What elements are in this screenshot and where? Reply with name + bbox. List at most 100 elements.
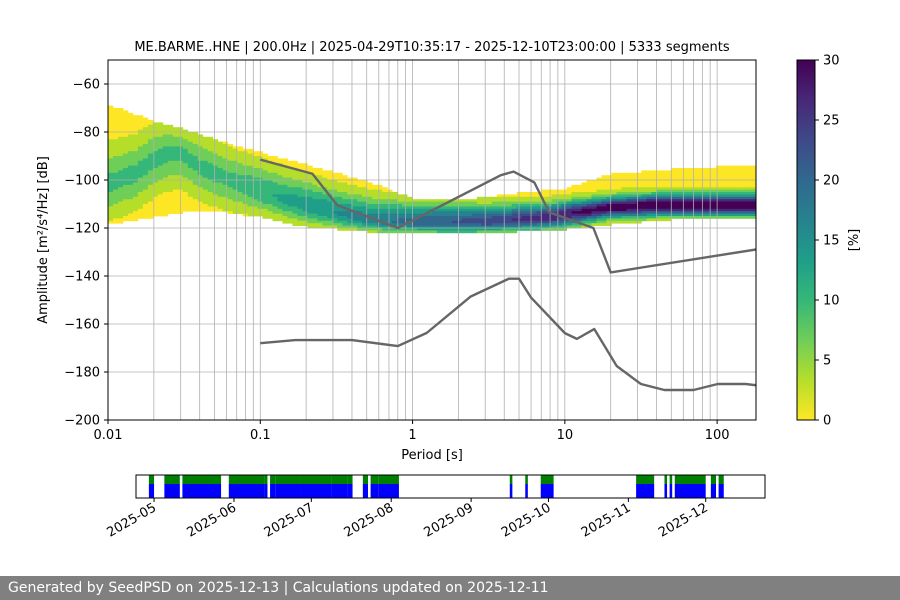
heatmap-cell xyxy=(182,136,189,140)
heatmap-cell xyxy=(108,192,114,195)
heatmap-cell xyxy=(342,201,348,205)
heatmap-cell xyxy=(307,208,313,212)
heatmap-cell xyxy=(706,194,712,198)
heatmap-cell xyxy=(636,218,642,222)
heatmap-cell xyxy=(392,206,398,210)
heatmap-cell xyxy=(147,196,154,200)
heatmap-cell xyxy=(182,151,189,154)
heatmap-cell xyxy=(287,206,293,210)
heatmap-cell xyxy=(601,189,607,193)
heatmap-cell xyxy=(641,184,647,188)
heatmap-cell xyxy=(187,136,194,140)
heatmap-cell xyxy=(387,225,393,229)
heatmap-cell xyxy=(132,144,139,147)
heatmap-cell xyxy=(521,206,528,210)
heatmap-cell xyxy=(711,184,717,188)
heatmap-cell xyxy=(132,141,139,145)
heatmap-cell xyxy=(132,139,139,142)
heatmap-cell xyxy=(646,211,652,214)
heatmap-cell xyxy=(167,168,174,171)
heatmap-cell xyxy=(277,175,283,178)
heatmap-cell xyxy=(387,216,393,219)
heatmap-cell xyxy=(272,206,278,210)
heatmap-cell xyxy=(357,196,363,200)
heatmap-cell xyxy=(716,213,722,217)
heatmap-cell xyxy=(152,206,159,210)
heatmap-cell xyxy=(122,196,129,200)
heatmap-cell xyxy=(217,168,224,171)
heatmap-cell xyxy=(377,184,383,188)
heatmap-cell xyxy=(586,184,592,188)
heatmap-cell xyxy=(212,141,219,145)
heatmap-cell xyxy=(237,170,243,174)
heatmap-cell xyxy=(142,180,149,183)
heatmap-cell xyxy=(202,165,209,169)
heatmap-cell xyxy=(481,225,488,229)
heatmap-cell xyxy=(631,218,637,222)
heatmap-cell xyxy=(157,194,164,198)
heatmap-cell xyxy=(137,127,144,130)
heatmap-cell xyxy=(277,196,283,200)
heatmap-cell xyxy=(337,192,343,195)
heatmap-cell xyxy=(481,228,488,231)
heatmap-cell xyxy=(197,175,204,178)
heatmap-cell xyxy=(122,189,129,193)
heatmap-cell xyxy=(232,184,238,188)
heatmap-cell xyxy=(297,184,303,188)
heatmap-cell xyxy=(621,218,627,222)
heatmap-cell xyxy=(726,216,732,219)
heatmap-cell xyxy=(187,151,194,154)
heatmap-cell xyxy=(207,139,214,142)
heatmap-cell xyxy=(147,175,154,178)
heatmap-cell xyxy=(307,182,313,186)
availability-gap-segment xyxy=(331,475,348,484)
heatmap-cell xyxy=(616,213,622,217)
heatmap-cell xyxy=(551,204,558,207)
heatmap-cell xyxy=(352,228,358,231)
heatmap-cell xyxy=(357,208,363,212)
heatmap-cell xyxy=(182,199,189,202)
heatmap-cell xyxy=(147,180,154,183)
availability-data-segment xyxy=(669,484,673,498)
heatmap-cell xyxy=(192,177,199,181)
availability-data-segment xyxy=(540,484,554,498)
heatmap-cell xyxy=(137,168,144,171)
heatmap-cell xyxy=(137,117,144,121)
heatmap-cell xyxy=(626,213,632,217)
heatmap-cell xyxy=(681,201,687,205)
heatmap-cell xyxy=(117,153,124,157)
heatmap-cell xyxy=(232,163,238,166)
heatmap-cell xyxy=(566,216,572,219)
heatmap-cell xyxy=(247,213,253,217)
heatmap-cell xyxy=(621,201,627,205)
heatmap-cell xyxy=(706,187,712,190)
heatmap-cell xyxy=(112,110,119,114)
heatmap-cell xyxy=(751,177,757,181)
heatmap-cell xyxy=(302,165,308,169)
x-tick-label: 0.01 xyxy=(94,428,123,443)
heatmap-cell xyxy=(646,213,652,217)
heatmap-cell xyxy=(551,192,558,195)
heatmap-cell xyxy=(377,228,383,231)
colorbar-tick-label: 15 xyxy=(823,234,840,249)
heatmap-cell xyxy=(436,223,443,226)
availability-gap-segment xyxy=(509,475,513,484)
heatmap-cell xyxy=(127,163,134,166)
heatmap-cell xyxy=(222,158,229,162)
heatmap-cell xyxy=(127,172,134,176)
heatmap-cell xyxy=(427,204,433,207)
heatmap-cell xyxy=(651,189,657,193)
heatmap-cell xyxy=(182,196,189,200)
heatmap-cell xyxy=(651,184,657,188)
heatmap-cell xyxy=(676,189,682,193)
heatmap-cell xyxy=(626,177,632,181)
heatmap-cell xyxy=(716,204,722,207)
heatmap-cell xyxy=(222,201,229,205)
heatmap-cell xyxy=(486,220,493,224)
heatmap-cell xyxy=(671,211,677,214)
heatmap-cell xyxy=(511,213,518,217)
heatmap-cell xyxy=(516,218,523,222)
heatmap-cell xyxy=(392,199,398,202)
heatmap-cell xyxy=(606,216,612,219)
heatmap-cell xyxy=(711,194,717,198)
